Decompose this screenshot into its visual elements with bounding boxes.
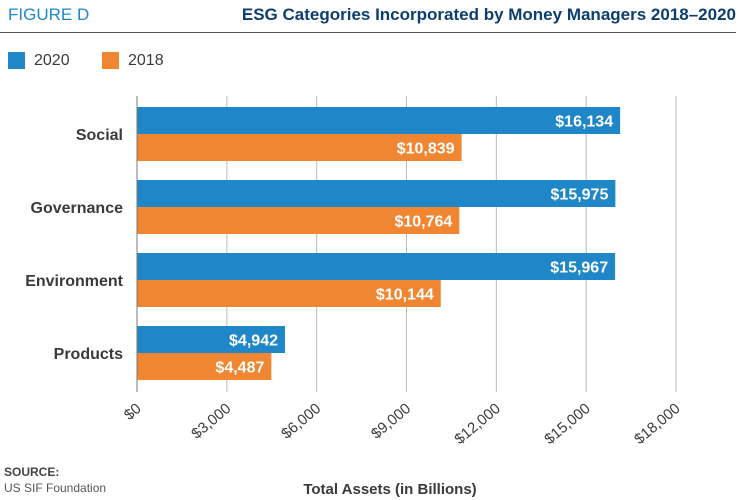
- figure-header: FIGURE D ESG Categories Incorporated by …: [0, 0, 750, 34]
- legend-swatch-2018: [102, 52, 119, 69]
- bar-2018-products: [137, 353, 272, 380]
- figure-label: FIGURE D: [8, 5, 90, 24]
- bar-2020-products: [137, 326, 285, 353]
- bar-2018-environment: [137, 280, 441, 307]
- x-tick-label: $18,000: [631, 400, 683, 448]
- bar-2018-social: [137, 134, 462, 161]
- source-text: US SIF Foundation: [4, 481, 107, 495]
- bar-value-label: $4,942: [229, 333, 278, 350]
- legend-label-2020: 2020: [34, 52, 70, 69]
- x-tick-label: $6,000: [278, 400, 324, 443]
- legend-swatch-2020: [8, 52, 25, 69]
- bar-2020-environment: [137, 253, 616, 280]
- x-tick-label: $0: [121, 400, 145, 424]
- category-label: Products: [54, 346, 123, 363]
- x-tick-label: $15,000: [541, 400, 593, 448]
- source-note: SOURCE: US SIF Foundation: [4, 464, 106, 496]
- category-label: Environment: [25, 273, 123, 290]
- x-tick-label: $12,000: [451, 400, 503, 448]
- category-label: Social: [76, 127, 123, 144]
- x-axis-title: Total Assets (in Billions): [303, 481, 476, 498]
- chart-title: ESG Categories Incorporated by Money Man…: [241, 5, 736, 24]
- bar-value-label: $10,764: [394, 214, 452, 231]
- legend-label-2018: 2018: [128, 52, 164, 69]
- header-divider: [0, 32, 736, 33]
- bar-2020-governance: [137, 180, 616, 207]
- bar-value-label: $4,487: [215, 360, 264, 377]
- bar-value-label: $15,975: [551, 187, 609, 204]
- bar-value-label: $16,134: [555, 114, 613, 131]
- bar-value-label: $15,967: [550, 260, 608, 277]
- x-tick-label: $9,000: [368, 400, 414, 443]
- x-tick-label: $3,000: [188, 400, 234, 443]
- source-label: SOURCE:: [4, 465, 60, 479]
- category-label: Governance: [31, 200, 124, 217]
- bar-value-label: $10,839: [397, 141, 455, 158]
- bar-2018-governance: [137, 207, 460, 234]
- bar-2020-social: [137, 107, 621, 134]
- bar-value-label: $10,144: [376, 287, 434, 304]
